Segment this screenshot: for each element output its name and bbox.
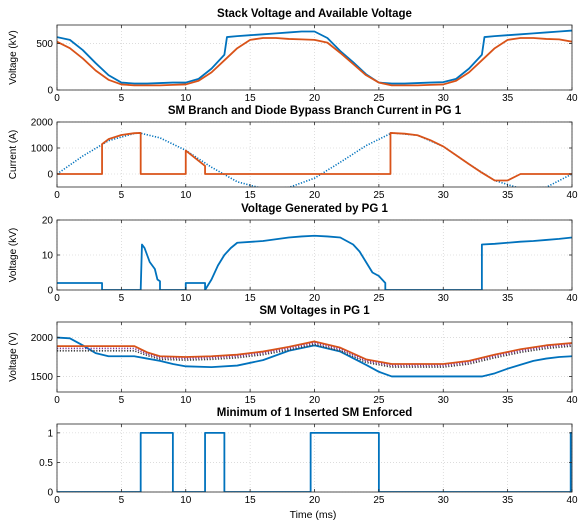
- y-tick-label: 0: [47, 170, 53, 181]
- x-tick-label: 0: [54, 495, 60, 506]
- y-tick-label: 2000: [31, 333, 54, 344]
- y-tick-label: 500: [36, 39, 53, 50]
- x-tick-label: 40: [566, 395, 578, 406]
- x-tick-label: 15: [245, 293, 257, 304]
- y-tick-label: 0: [47, 286, 53, 297]
- chart-title: Minimum of 1 Inserted SM Enforced: [217, 407, 413, 419]
- y-tick-label: 1: [47, 428, 53, 439]
- series-line-2: [57, 37, 572, 87]
- series-line-3: [57, 342, 572, 367]
- x-tick-label: 10: [180, 190, 192, 201]
- y-axis-label: Voltage (V): [8, 332, 19, 381]
- y-tick-label: 2000: [31, 118, 54, 129]
- x-tick-label: 35: [502, 495, 514, 506]
- chart-title: Voltage Generated by PG 1: [241, 203, 388, 215]
- x-tick-label: 30: [438, 495, 450, 506]
- x-tick-label: 5: [119, 395, 125, 406]
- x-tick-label: 0: [54, 93, 60, 104]
- x-tick-label: 40: [566, 190, 578, 201]
- x-tick-label: 40: [566, 495, 578, 506]
- x-tick-label: 25: [373, 495, 385, 506]
- x-tick-label: 15: [245, 93, 257, 104]
- x-tick-label: 30: [438, 395, 450, 406]
- series-line-4: [57, 343, 572, 368]
- x-tick-label: 25: [373, 293, 385, 304]
- x-tick-label: 35: [502, 293, 514, 304]
- x-tick-label: 30: [438, 190, 450, 201]
- chart-title: Stack Voltage and Available Voltage: [217, 8, 412, 20]
- x-tick-label: 5: [119, 190, 125, 201]
- y-tick-label: 20: [42, 216, 54, 227]
- plot-area: [57, 220, 572, 290]
- x-tick-label: 15: [245, 190, 257, 201]
- x-tick-label: 0: [54, 395, 60, 406]
- series-line-1: [57, 234, 572, 290]
- y-tick-label: 10: [42, 251, 54, 262]
- series-line-1: [57, 336, 572, 378]
- x-tick-label: 0: [54, 190, 60, 201]
- x-tick-label: 20: [309, 495, 321, 506]
- y-axis-label: Voltage (kV): [8, 30, 19, 84]
- series-line-2: [57, 340, 572, 365]
- y-axis-label: Current (A): [8, 130, 19, 179]
- y-axis-label: Voltage (kV): [8, 228, 19, 282]
- y-tick-label: 1500: [31, 372, 54, 383]
- x-tick-label: 0: [54, 293, 60, 304]
- x-tick-label: 40: [566, 293, 578, 304]
- chart-panel-5: 0 5 10 15 20 25 30 35 40 0 0.5 1 Minimum of 1 Insert…: [39, 407, 578, 506]
- x-tick-label: 30: [438, 93, 450, 104]
- x-tick-label: 20: [309, 395, 321, 406]
- chart-title: SM Branch and Diode Bypass Branch Curren…: [168, 105, 462, 117]
- x-tick-label: 20: [309, 190, 321, 201]
- x-tick-label: 5: [119, 495, 125, 506]
- series-line-1: [57, 431, 572, 492]
- chart-panel-1: 0 5 10 15 20 25 30 35 40 0 500 Stack Voltage and Av…: [8, 8, 578, 104]
- y-tick-label: 1000: [31, 144, 54, 155]
- x-tick-label: 35: [502, 395, 514, 406]
- x-tick-label: 10: [180, 495, 192, 506]
- x-tick-label: 5: [119, 293, 125, 304]
- x-tick-label: 35: [502, 190, 514, 201]
- x-tick-label: 10: [180, 93, 192, 104]
- x-tick-label: 15: [245, 495, 257, 506]
- series-line-1: [57, 29, 572, 85]
- x-tick-label: 10: [180, 293, 192, 304]
- x-tick-label: 10: [180, 395, 192, 406]
- x-tick-label: 25: [373, 395, 385, 406]
- x-tick-label: 25: [373, 93, 385, 104]
- x-tick-label: 40: [566, 93, 578, 104]
- chart-title: SM Voltages in PG 1: [259, 305, 370, 317]
- x-tick-label: 20: [309, 93, 321, 104]
- x-tick-label: 15: [245, 395, 257, 406]
- series-line-2: [57, 132, 572, 182]
- x-tick-label: 20: [309, 293, 321, 304]
- x-axis-label: Time (ms): [290, 509, 337, 521]
- y-tick-label: 0.5: [39, 458, 53, 469]
- chart-panel-3: 0 5 10 15 20 25 30 35 40 0 10 20 Voltage Generated b…: [8, 203, 578, 304]
- x-tick-label: 25: [373, 190, 385, 201]
- chart-panel-2: 0 5 10 15 20 25 30 35 40 0 1000 2000 SM Branch and D…: [8, 105, 578, 201]
- chart-panel-4: 0 5 10 15 20 25 30 35 40 1500 2000 SM Voltages in P…: [8, 305, 578, 406]
- x-tick-label: 35: [502, 93, 514, 104]
- y-tick-label: 0: [47, 488, 53, 499]
- x-tick-label: 30: [438, 293, 450, 304]
- x-tick-label: 5: [119, 93, 125, 104]
- y-tick-label: 0: [47, 86, 53, 97]
